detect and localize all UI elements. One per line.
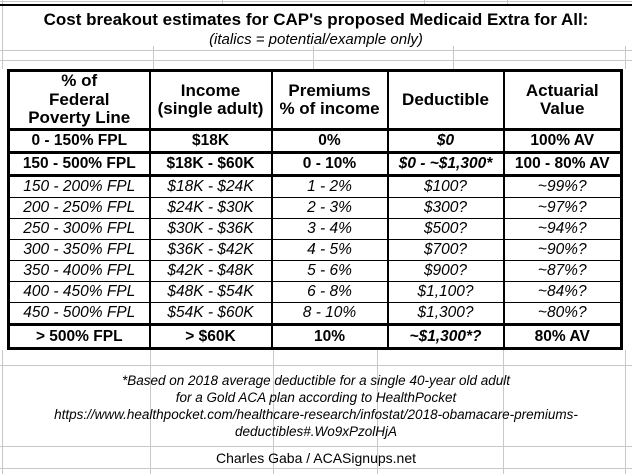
cell-premiums: 4 - 5% (270, 239, 389, 261)
gridline (0, 446, 632, 447)
cell-fpl: 200 - 250% FPL (7, 197, 151, 219)
gridline (2, 0, 3, 69)
header-row: % of Federal Poverty Line Income (single… (7, 69, 623, 131)
cell-deductible: $300? (386, 197, 505, 219)
cell-av: ~94%? (502, 218, 623, 240)
table-row: 450 - 500% FPL $54K - $60K 8 - 10% $1,30… (7, 302, 623, 325)
cell-deductible: $0 - ~$1,300* (386, 151, 505, 177)
gridline (377, 350, 378, 474)
cell-deductible: ~$1,300*? (386, 323, 505, 350)
gridline (503, 350, 504, 474)
cell-premiums: 0% (270, 128, 389, 154)
cell-av: 80% AV (502, 323, 623, 350)
gridline (625, 46, 626, 69)
cell-deductible: $1,300? (386, 302, 505, 325)
cell-income: $30K - $36K (148, 218, 273, 240)
header-fpl: % of Federal Poverty Line (7, 69, 151, 131)
table-row: 300 - 350% FPL $36K - $42K 4 - 5% $700? … (7, 239, 623, 261)
cell-deductible: $900? (386, 260, 505, 282)
cell-premiums: 6 - 8% (270, 281, 389, 303)
cell-income: > $60K (148, 323, 273, 350)
title-block: Cost breakout estimates for CAP's propos… (0, 9, 632, 49)
cell-income: $42K - $48K (148, 260, 273, 282)
cell-av: ~87%? (502, 260, 623, 282)
cell-income: $18K - $24K (148, 175, 273, 198)
cell-av: ~97%? (502, 197, 623, 219)
gridline (2, 350, 3, 474)
footnote-line: for a Gold ACA plan according to HealthP… (175, 390, 457, 405)
cell-av: ~80%? (502, 302, 623, 325)
gridline (0, 50, 632, 51)
footnote-line: https://www.healthpocket.com/healthcare-… (54, 407, 578, 422)
cell-av: ~90%? (502, 239, 623, 261)
header-deductible: Deductible (386, 69, 505, 131)
table-row: 400 - 450% FPL $48K - $54K 6 - 8% $1,100… (7, 281, 623, 303)
cell-fpl: 300 - 350% FPL (7, 239, 151, 261)
gridline (313, 46, 314, 69)
header-av: Actuarial Value (502, 69, 623, 131)
cost-breakout-table: % of Federal Poverty Line Income (single… (7, 69, 623, 350)
table-row: 200 - 250% FPL $24K - $30K 2 - 3% $300? … (7, 197, 623, 219)
table-row: > 500% FPL > $60K 10% ~$1,300*? 80% AV (7, 323, 623, 350)
footnote: *Based on 2018 average deductible for a … (0, 372, 632, 440)
footnote-line: deductibles#.Wo9xPzolHjA (234, 424, 398, 439)
cell-av: 100% AV (502, 128, 623, 154)
cell-fpl: 150 - 500% FPL (7, 151, 151, 177)
cell-fpl: > 500% FPL (7, 323, 151, 350)
gridline (0, 1, 632, 2)
table-row: 150 - 500% FPL $18K - $60K 0 - 10% $0 - … (7, 151, 623, 177)
cell-deductible: $500? (386, 218, 505, 240)
cell-premiums: 8 - 10% (270, 302, 389, 325)
header-income: Income (single adult) (148, 69, 273, 131)
gridline (273, 350, 274, 474)
cell-fpl: 0 - 150% FPL (7, 128, 151, 154)
gridline (625, 350, 626, 474)
cell-av: ~99%? (502, 175, 623, 198)
table-row: 150 - 200% FPL $18K - $24K 1 - 2% $100? … (7, 175, 623, 198)
page-title: Cost breakout estimates for CAP's propos… (43, 10, 589, 29)
cell-income: $24K - $30K (148, 197, 273, 219)
cell-premiums: 10% (270, 323, 389, 350)
cell-deductible: $700? (386, 239, 505, 261)
page-subtitle: (italics = potential/example only) (209, 31, 423, 48)
gridline (0, 365, 632, 366)
cell-av: ~84%? (502, 281, 623, 303)
cell-fpl: 250 - 300% FPL (7, 218, 151, 240)
footnote-line: *Based on 2018 average deductible for a … (121, 373, 511, 388)
gridline (222, 0, 223, 4)
cell-income: $18K (148, 128, 273, 154)
top-border-rule (0, 4, 632, 6)
cell-premiums: 3 - 4% (270, 218, 389, 240)
cell-deductible: $1,100? (386, 281, 505, 303)
table-row: 350 - 400% FPL $42K - $48K 5 - 6% $900? … (7, 260, 623, 282)
gridline (150, 350, 151, 474)
cell-premiums: 0 - 10% (270, 151, 389, 177)
cell-income: $18K - $60K (148, 151, 273, 177)
cell-fpl: 450 - 500% FPL (7, 302, 151, 325)
cell-fpl: 400 - 450% FPL (7, 281, 151, 303)
cell-fpl: 350 - 400% FPL (7, 260, 151, 282)
gridline (153, 46, 154, 69)
cell-premiums: 2 - 3% (270, 197, 389, 219)
cell-income: $54K - $60K (148, 302, 273, 325)
cell-income: $36K - $42K (148, 239, 273, 261)
gridline (507, 0, 508, 4)
gridline (453, 46, 454, 69)
gridline (0, 60, 632, 61)
cell-deductible: $0 (386, 128, 505, 154)
cell-fpl: 150 - 200% FPL (7, 175, 151, 198)
cell-premiums: 1 - 2% (270, 175, 389, 198)
cell-premiums: 5 - 6% (270, 260, 389, 282)
gridline (424, 0, 425, 4)
gridline (0, 468, 632, 469)
credit-line: Charles Gaba / ACASignups.net (215, 450, 416, 466)
cell-av: 100 - 80% AV (502, 151, 623, 177)
cell-income: $48K - $54K (148, 281, 273, 303)
cell-deductible: $100? (386, 175, 505, 198)
header-premiums: Premiums % of income (270, 69, 389, 131)
table-row: 250 - 300% FPL $30K - $36K 3 - 4% $500? … (7, 218, 623, 240)
table-row: 0 - 150% FPL $18K 0% $0 100% AV (7, 128, 623, 154)
